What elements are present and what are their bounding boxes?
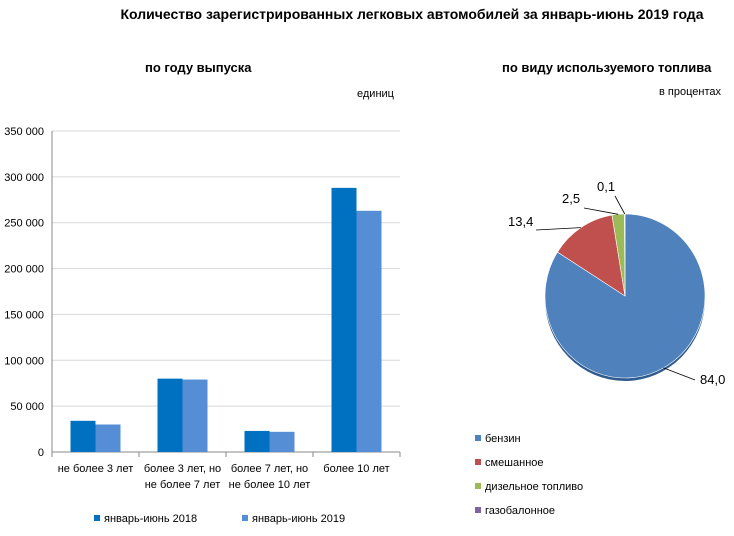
legend-marker [475, 459, 481, 465]
legend-label: дизельное топливо [485, 481, 583, 493]
bar-chart-unit: единиц [357, 88, 394, 100]
bar [182, 379, 208, 452]
bar [331, 187, 357, 452]
bar [157, 378, 183, 452]
legend-label: смешанное [485, 457, 544, 469]
pie-leader-line [583, 207, 619, 215]
pie-data-label: 0,1 [597, 179, 615, 194]
x-category-label: более 7 лет, но [231, 463, 308, 475]
bar [244, 430, 270, 452]
pie-chart-title: по виду используемого топлива [502, 60, 712, 75]
pie-chart-unit: в процентах [659, 86, 721, 98]
y-tick-label: 200 000 [4, 264, 44, 276]
x-category-label: более 10 лет [323, 463, 389, 475]
y-tick-label: 0 [38, 447, 44, 459]
bar [95, 424, 121, 452]
x-category-label: не более 7 лет [145, 479, 221, 491]
pie-data-label: 84,0 [700, 372, 725, 387]
bar [269, 431, 295, 452]
legend-label: январь-июнь 2018 [104, 513, 197, 525]
legend-marker [94, 515, 100, 521]
y-tick-label: 250 000 [4, 218, 44, 230]
legend-marker [475, 507, 481, 513]
pie-data-label: 13,4 [508, 214, 533, 229]
bar-chart-title: по году выпуска [145, 60, 252, 75]
legend-label: январь-июнь 2019 [252, 513, 345, 525]
legend-label: газобалонное [485, 505, 555, 517]
y-tick-label: 100 000 [4, 355, 44, 367]
pie-slice [557, 214, 626, 297]
bar [70, 420, 96, 452]
legend-label: бензин [485, 433, 521, 445]
pie-leader-line [614, 195, 626, 215]
y-tick-label: 350 000 [4, 126, 44, 138]
y-tick-label: 150 000 [4, 309, 44, 321]
x-category-label: не более 10 лет [229, 479, 311, 491]
y-tick-label: 50 000 [10, 401, 44, 413]
page-title: Количество зарегистрированных легковых а… [120, 6, 704, 22]
bar [356, 210, 382, 452]
x-category-label: более 3 лет, но [144, 463, 221, 475]
legend-marker [242, 515, 248, 521]
pie-leader-line [535, 227, 581, 231]
pie-leader-line [663, 367, 696, 381]
x-category-label: не более 3 лет [58, 463, 134, 475]
y-tick-label: 300 000 [4, 172, 44, 184]
legend-marker [475, 435, 481, 441]
pie-data-label: 2,5 [562, 191, 580, 206]
legend-marker [475, 483, 481, 489]
